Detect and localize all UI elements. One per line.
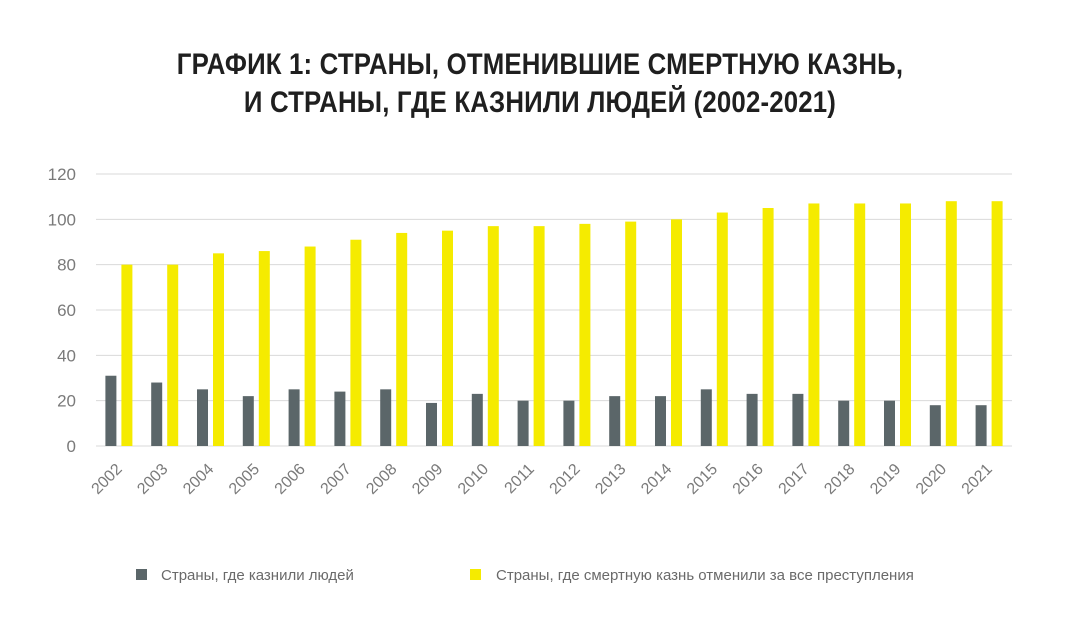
bar-executions bbox=[609, 396, 621, 446]
y-tick-label: 0 bbox=[67, 437, 76, 456]
chart-title-line-1: ГРАФИК 1: СТРАНЫ, ОТМЕНИВШИЕ СМЕРТНУЮ КА… bbox=[176, 48, 904, 81]
bar-abolished bbox=[121, 264, 133, 446]
x-tick-label: 2007 bbox=[318, 461, 355, 498]
bar-executions bbox=[242, 396, 254, 446]
bar-executions bbox=[700, 389, 712, 446]
bar-executions bbox=[929, 405, 941, 446]
bar-abolished bbox=[625, 221, 637, 446]
bar-executions bbox=[105, 375, 117, 446]
bar-abolished bbox=[579, 223, 591, 446]
x-tick-label: 2012 bbox=[547, 461, 584, 498]
bar-executions bbox=[334, 391, 346, 446]
x-tick-label: 2017 bbox=[776, 461, 813, 498]
x-tick-label: 2015 bbox=[684, 461, 721, 498]
chart-title-line-2: И СТРАНЫ, ГДЕ КАЗНИЛИ ЛЮДЕЙ (2002-2021) bbox=[243, 86, 837, 119]
bar-executions bbox=[426, 402, 437, 446]
bar-abolished bbox=[442, 230, 453, 446]
x-tick-label: 2009 bbox=[409, 461, 446, 498]
bar-executions bbox=[975, 405, 987, 446]
bar-executions bbox=[197, 389, 208, 446]
bar-executions bbox=[471, 393, 483, 446]
x-tick-label: 2011 bbox=[502, 461, 538, 497]
bar-abolished bbox=[167, 264, 179, 446]
bar-abolished bbox=[487, 226, 499, 446]
bar-abolished bbox=[716, 212, 728, 446]
bar-abolished bbox=[213, 253, 224, 446]
x-tick-label: 2002 bbox=[89, 461, 126, 498]
y-axis-ticks: 0 20 40 60 80 100 120 bbox=[48, 165, 76, 456]
bar-executions bbox=[792, 393, 804, 446]
x-tick-label: 2019 bbox=[867, 461, 904, 498]
x-tick-label: 2020 bbox=[913, 461, 950, 498]
bars bbox=[105, 201, 1003, 446]
legend-swatch-abolished bbox=[470, 569, 481, 580]
bar-executions bbox=[151, 382, 163, 446]
bar-executions bbox=[380, 389, 392, 446]
bar-executions bbox=[838, 400, 850, 446]
x-tick-label: 2008 bbox=[363, 461, 400, 498]
x-axis-ticks: 2002 2003 2004 2005 2006 2007 2008 2009 2010 2011… bbox=[89, 461, 996, 498]
x-tick-label: 2010 bbox=[455, 461, 492, 498]
bar-executions bbox=[288, 389, 300, 446]
y-tick-label: 40 bbox=[57, 346, 76, 365]
bar-abolished bbox=[396, 232, 408, 446]
bar-abolished bbox=[854, 203, 866, 446]
bar-abolished bbox=[808, 203, 820, 446]
bar-executions bbox=[746, 393, 758, 446]
x-tick-label: 2003 bbox=[134, 461, 171, 498]
chart-title: ГРАФИК 1: СТРАНЫ, ОТМЕНИВШИЕ СМЕРТНУЮ КА… bbox=[76, 46, 1005, 122]
bar-abolished bbox=[258, 251, 270, 446]
x-tick-label: 2004 bbox=[180, 461, 217, 498]
bar-abolished bbox=[991, 201, 1003, 446]
y-tick-label: 80 bbox=[57, 256, 76, 275]
x-tick-label: 2006 bbox=[272, 461, 309, 498]
bar-abolished bbox=[762, 208, 774, 446]
legend-label-abolished: Страны, где смертную казнь отменили за в… bbox=[496, 567, 914, 584]
bar-executions bbox=[655, 396, 666, 446]
bar-abolished bbox=[671, 219, 682, 446]
x-tick-label: 2005 bbox=[226, 461, 263, 498]
legend-label-executions: Страны, где казнили людей bbox=[161, 567, 354, 584]
y-tick-label: 120 bbox=[48, 165, 76, 184]
x-tick-label: 2016 bbox=[730, 461, 767, 498]
y-tick-label: 20 bbox=[57, 392, 76, 411]
bar-abolished bbox=[900, 203, 911, 446]
bar-executions bbox=[563, 400, 575, 446]
x-tick-label: 2021 bbox=[959, 461, 996, 498]
legend: Страны, где казнили людей Страны, где см… bbox=[136, 567, 914, 584]
x-tick-label: 2014 bbox=[638, 461, 675, 498]
bar-abolished bbox=[533, 226, 545, 446]
bar-executions bbox=[884, 400, 895, 446]
y-tick-label: 100 bbox=[48, 210, 76, 229]
bar-abolished bbox=[945, 201, 957, 446]
bar-abolished bbox=[304, 246, 316, 446]
grid-lines bbox=[96, 173, 1012, 447]
bar-executions bbox=[517, 400, 529, 446]
x-tick-label: 2013 bbox=[592, 461, 629, 498]
x-tick-label: 2018 bbox=[821, 461, 858, 498]
bar-abolished bbox=[350, 239, 362, 446]
y-tick-label: 60 bbox=[57, 301, 76, 320]
legend-swatch-executions bbox=[136, 569, 147, 580]
